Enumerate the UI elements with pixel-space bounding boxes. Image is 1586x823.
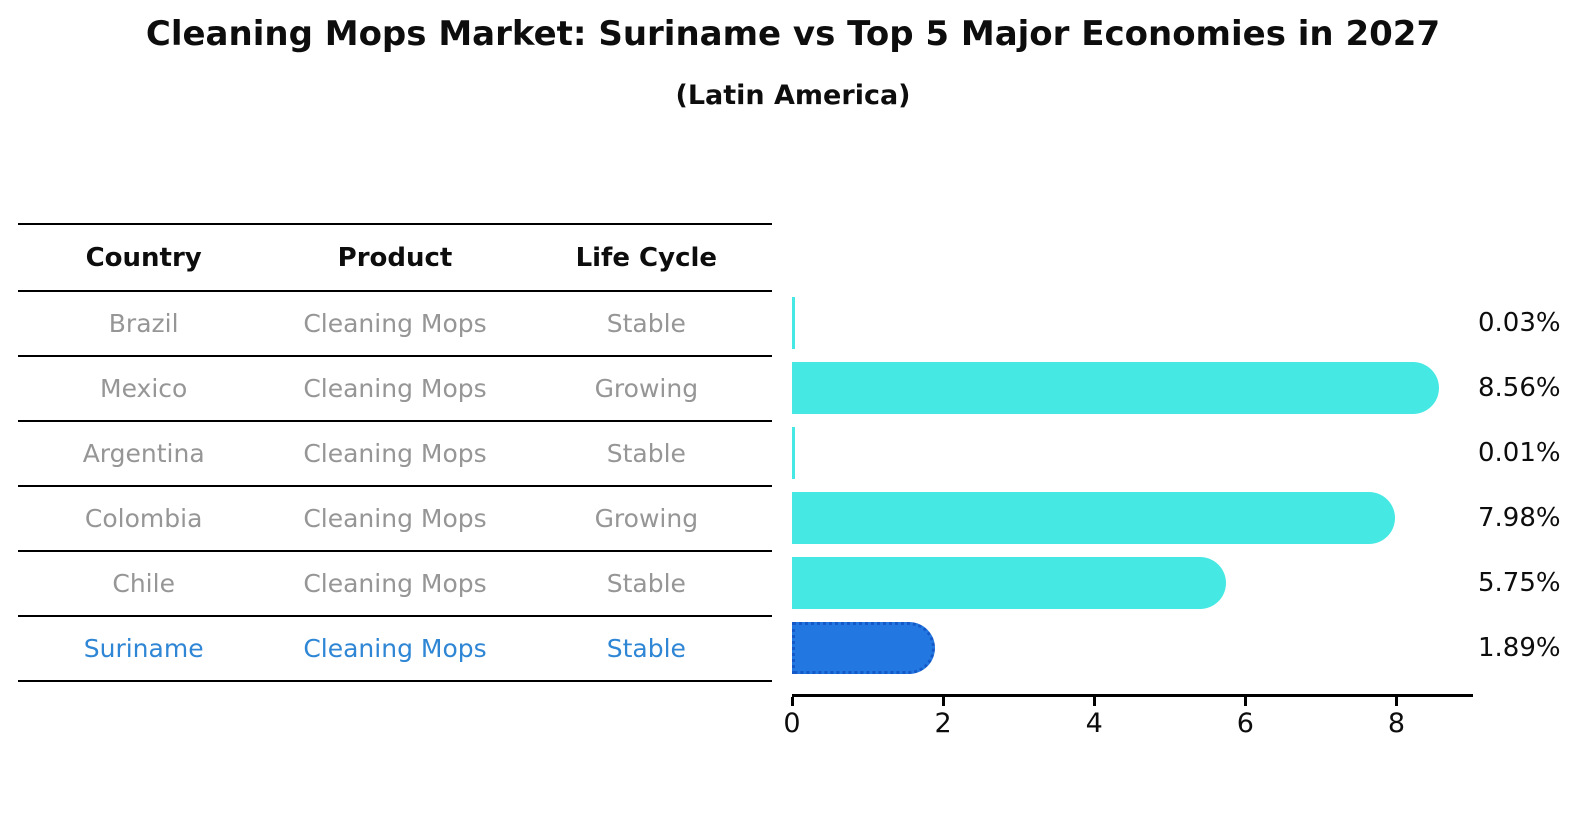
- life-cycle-cell: Growing: [594, 374, 699, 403]
- life-cycle-cell: Stable: [606, 439, 686, 468]
- bar-chile: [792, 556, 1227, 609]
- column-header-life-cycle: Life Cycle: [575, 242, 718, 273]
- x-axis-tick-label: 0: [783, 708, 801, 739]
- table-row: Colombia Cleaning Mops Growing: [18, 485, 772, 550]
- product-cell: Cleaning Mops: [303, 504, 487, 533]
- value-label: 5.75%: [1478, 567, 1561, 598]
- table-row: Argentina Cleaning Mops Stable: [18, 420, 772, 485]
- table-row: Chile Cleaning Mops Stable: [18, 550, 772, 615]
- country-cell: Colombia: [84, 504, 203, 533]
- x-axis-tick: [1395, 697, 1398, 706]
- life-cycle-cell: Stable: [606, 569, 686, 598]
- value-label: 7.98%: [1478, 502, 1561, 533]
- life-cycle-cell: Stable: [606, 309, 686, 338]
- x-axis-tick-label: 4: [1085, 708, 1103, 739]
- table-row: Brazil Cleaning Mops Stable: [18, 290, 772, 355]
- column-header-product: Product: [337, 242, 453, 273]
- value-label: 8.56%: [1478, 372, 1561, 403]
- x-axis-line: [792, 694, 1473, 697]
- table-header-row: Country Product Life Cycle: [18, 223, 772, 290]
- x-axis-tick-label: 6: [1236, 708, 1254, 739]
- bar-mexico: [792, 361, 1439, 414]
- chart-title: Cleaning Mops Market: Suriname vs Top 5 …: [145, 14, 1441, 54]
- x-axis-tick-label: 2: [934, 708, 952, 739]
- bar-suriname: [792, 621, 935, 674]
- bar-argentina: [792, 426, 795, 479]
- product-cell: Cleaning Mops: [303, 439, 487, 468]
- product-cell: Cleaning Mops: [303, 309, 487, 338]
- data-table: Country Product Life Cycle Brazil Cleanin…: [18, 223, 772, 682]
- x-axis-tick-label: 8: [1387, 708, 1406, 739]
- chart-subtitle: (Latin America): [675, 80, 911, 111]
- product-cell: Cleaning Mops: [303, 634, 487, 663]
- value-label: 1.89%: [1478, 632, 1561, 663]
- country-cell: Chile: [112, 569, 175, 598]
- product-cell: Cleaning Mops: [303, 374, 487, 403]
- x-axis-tick: [791, 697, 794, 706]
- country-cell: Suriname: [83, 634, 204, 663]
- table-row: Mexico Cleaning Mops Growing: [18, 355, 772, 420]
- life-cycle-cell: Growing: [594, 504, 699, 533]
- x-axis-tick: [1093, 697, 1096, 706]
- country-cell: Brazil: [108, 309, 179, 338]
- x-axis-tick: [942, 697, 945, 706]
- value-label: 0.03%: [1478, 307, 1561, 338]
- life-cycle-cell: Stable: [606, 634, 686, 663]
- x-axis-tick: [1244, 697, 1247, 706]
- bar-colombia: [792, 491, 1395, 544]
- country-cell: Argentina: [82, 439, 205, 468]
- table-row: Suriname Cleaning Mops Stable: [18, 615, 772, 680]
- country-cell: Mexico: [100, 374, 188, 403]
- value-label: 0.01%: [1478, 437, 1561, 468]
- product-cell: Cleaning Mops: [303, 569, 487, 598]
- bar-brazil: [792, 296, 795, 349]
- column-header-country: Country: [85, 242, 202, 273]
